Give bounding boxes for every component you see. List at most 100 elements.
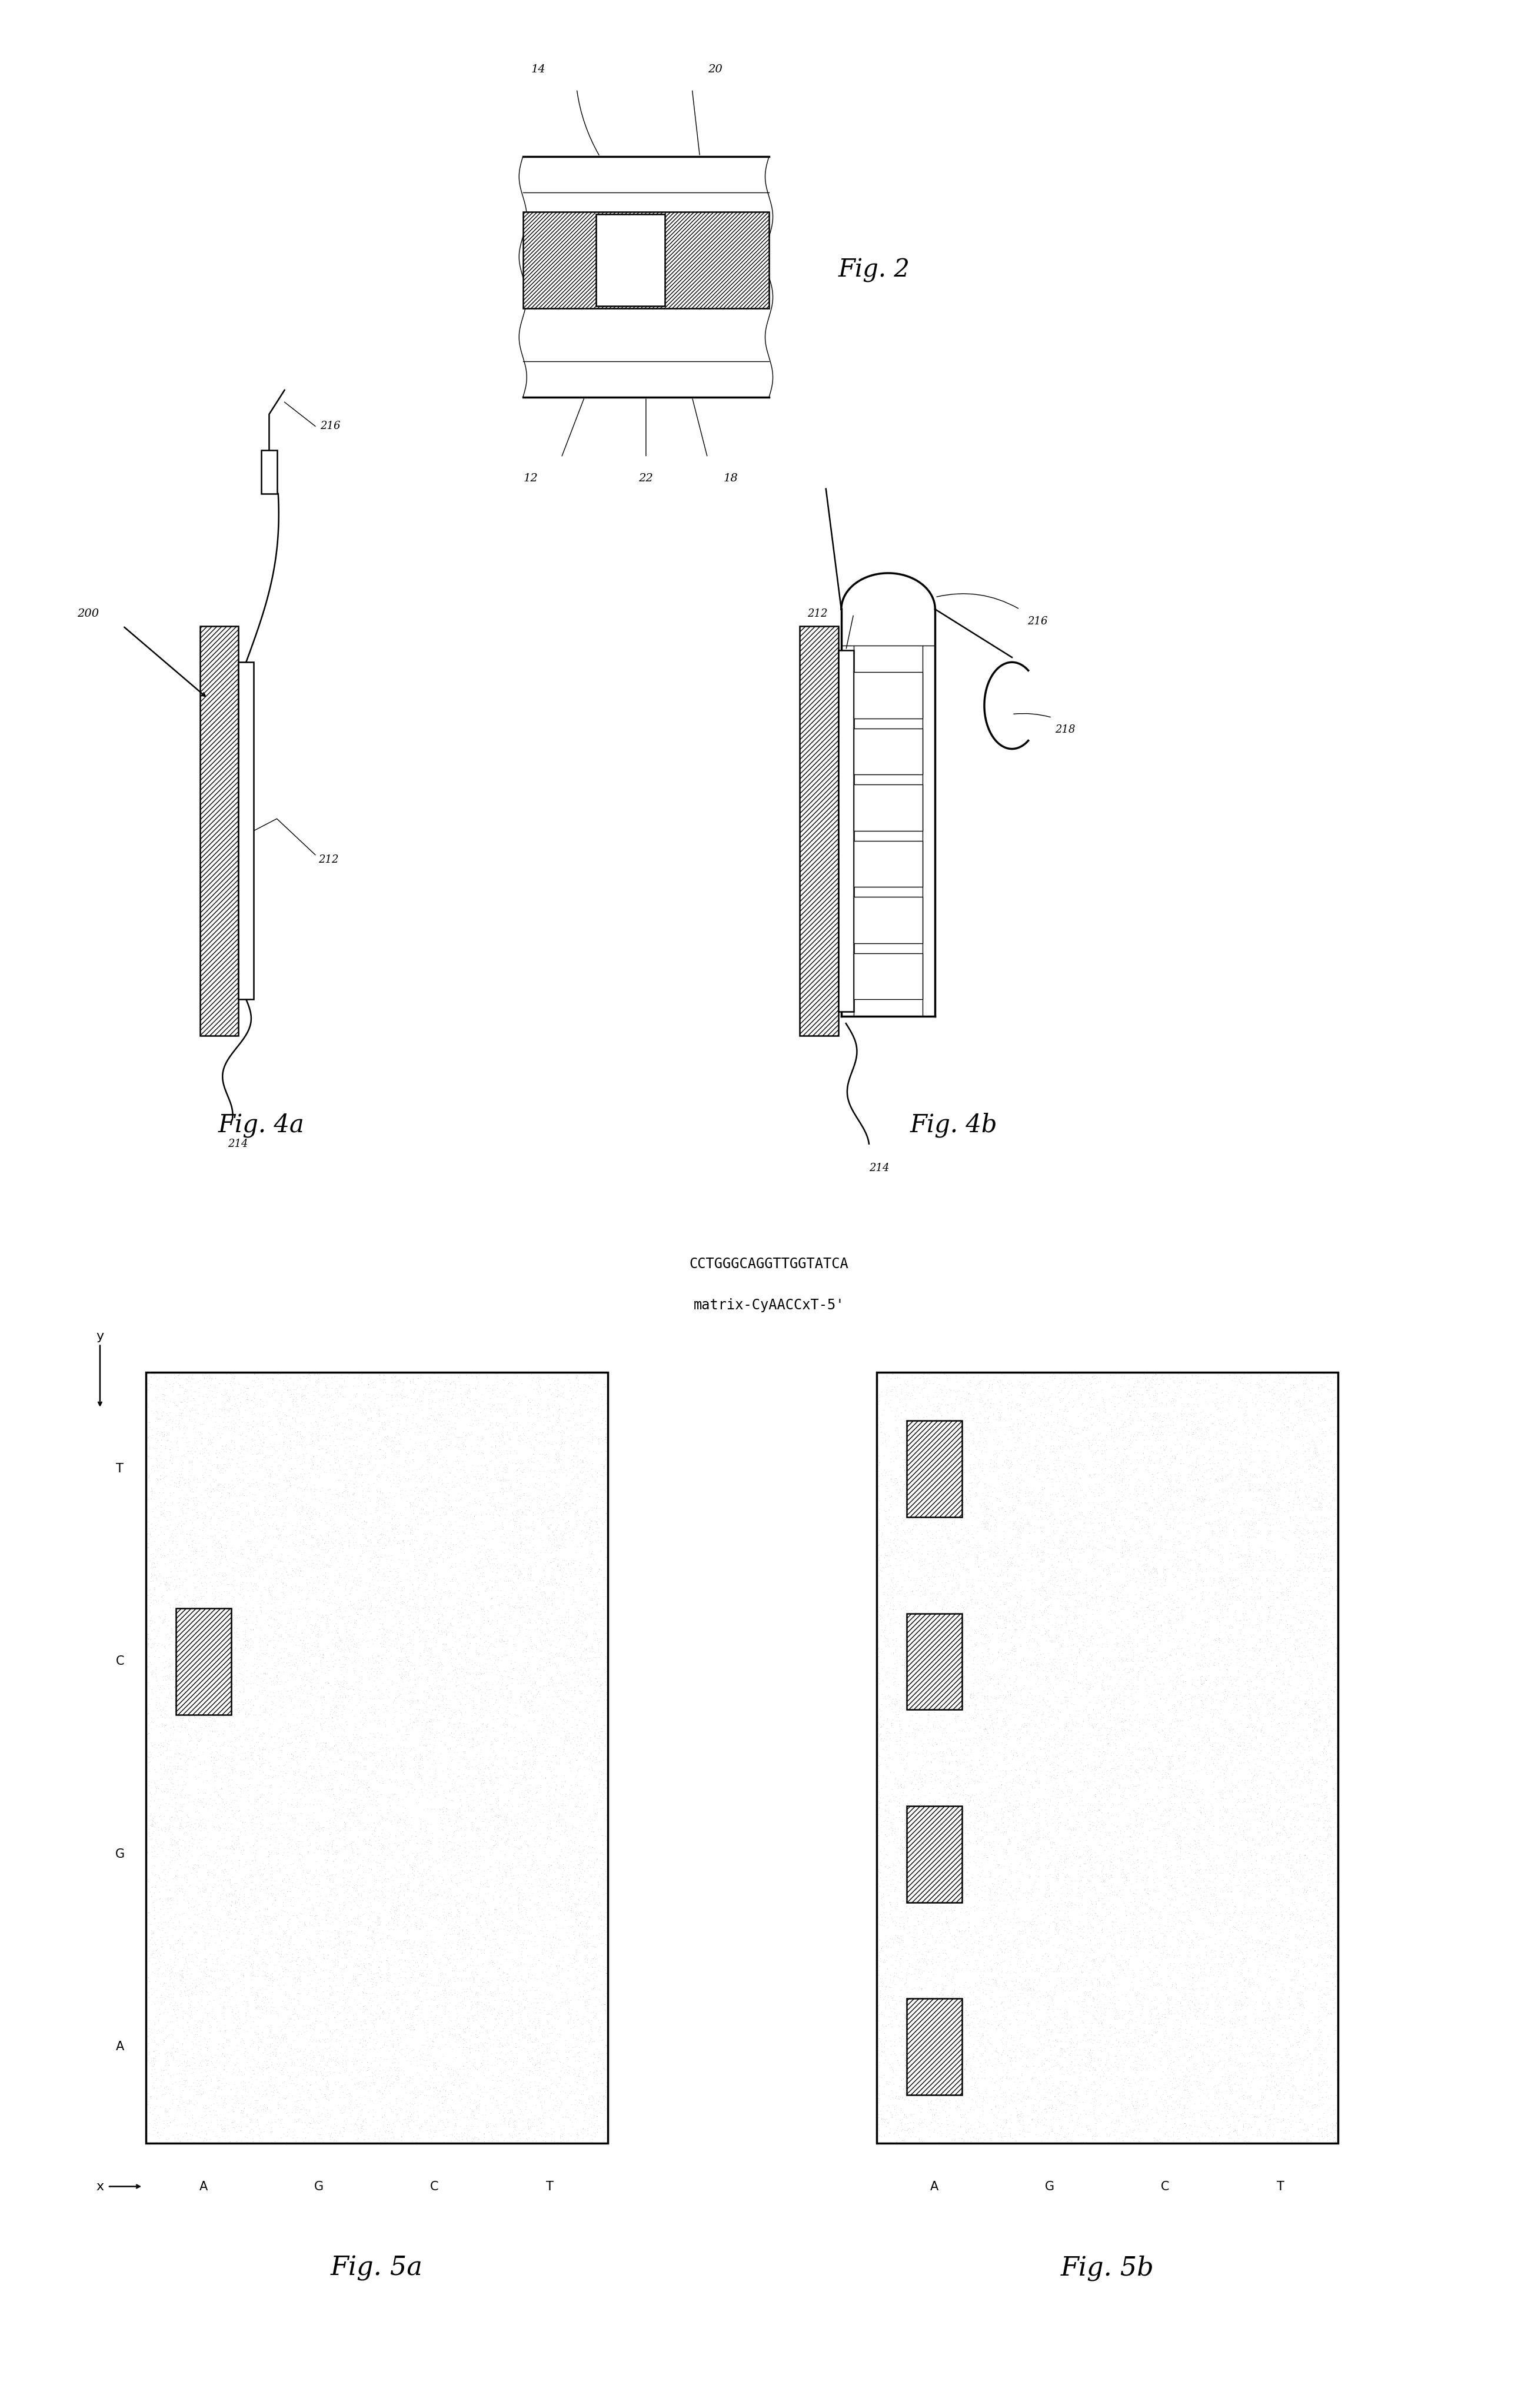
Point <box>1146 1999 1170 2037</box>
Point <box>943 1597 967 1635</box>
Point <box>141 1479 166 1517</box>
Point <box>237 1577 261 1616</box>
Point <box>935 1647 960 1686</box>
Point <box>377 1519 401 1558</box>
Point <box>143 1763 168 1801</box>
Point <box>468 1421 492 1459</box>
Point <box>588 1753 612 1792</box>
Point <box>1152 1452 1177 1491</box>
Point <box>504 1507 529 1546</box>
Point <box>300 1905 325 1943</box>
Point <box>148 1746 172 1784</box>
Point <box>1203 1491 1227 1529</box>
Point <box>177 1558 201 1597</box>
Point <box>983 2085 1007 2124</box>
Point <box>1054 1589 1078 1628</box>
Point <box>1195 1979 1220 2018</box>
Point <box>178 1457 203 1495</box>
Point <box>235 1900 260 1938</box>
Point <box>524 1625 549 1664</box>
Point <box>575 1413 600 1452</box>
Point <box>535 1994 560 2032</box>
Point <box>1087 1731 1112 1770</box>
Point <box>251 2090 275 2129</box>
Point <box>891 1688 915 1727</box>
Point <box>874 1731 898 1770</box>
Point <box>1160 1471 1184 1510</box>
Point <box>209 1517 234 1556</box>
Point <box>275 1604 300 1642</box>
Point <box>1306 1553 1330 1592</box>
Point <box>343 2105 368 2143</box>
Point <box>880 2071 904 2109</box>
Point <box>155 1421 180 1459</box>
Point <box>588 1674 612 1712</box>
Point <box>1050 1466 1075 1505</box>
Point <box>1069 1782 1094 1820</box>
Point <box>972 1999 997 2037</box>
Point <box>223 1466 248 1505</box>
Point <box>517 1714 541 1753</box>
Point <box>289 1389 314 1428</box>
Point <box>1280 2037 1304 2076</box>
Point <box>509 1657 534 1695</box>
Point <box>1224 1640 1249 1678</box>
Point <box>1169 2049 1193 2088</box>
Point <box>1080 1358 1104 1397</box>
Point <box>480 1707 504 1746</box>
Point <box>1281 1895 1306 1934</box>
Point <box>1313 1753 1338 1792</box>
Point <box>240 1717 265 1755</box>
Point <box>305 2109 329 2148</box>
Point <box>1230 1784 1255 1823</box>
Point <box>592 1912 617 1950</box>
Point <box>458 1828 483 1866</box>
Point <box>894 2097 918 2136</box>
Point <box>212 1849 237 1888</box>
Point <box>543 1560 568 1599</box>
Point <box>403 1837 428 1876</box>
Point <box>966 1464 990 1503</box>
Point <box>309 1700 334 1739</box>
Point <box>881 1777 906 1816</box>
Point <box>185 1483 209 1522</box>
Point <box>595 1389 620 1428</box>
Point <box>338 1462 363 1500</box>
Point <box>1041 1736 1066 1775</box>
Point <box>1112 1522 1137 1560</box>
Point <box>325 2040 349 2078</box>
Point <box>424 1401 449 1440</box>
Point <box>1267 1652 1292 1690</box>
Point <box>883 1433 907 1471</box>
Point <box>1077 1454 1101 1493</box>
Point <box>317 1876 341 1914</box>
Point <box>1210 1510 1235 1548</box>
Point <box>1109 2088 1134 2126</box>
Point <box>1252 1411 1277 1450</box>
Point <box>143 1377 168 1416</box>
Point <box>1092 1854 1117 1893</box>
Point <box>394 2085 418 2124</box>
Point <box>381 1869 406 1907</box>
Point <box>512 1758 537 1796</box>
Point <box>506 1840 531 1878</box>
Point <box>292 1469 317 1507</box>
Point <box>143 1772 168 1811</box>
Point <box>431 1890 455 1929</box>
Point <box>574 2088 598 2126</box>
Point <box>943 2083 967 2121</box>
Point <box>1275 1982 1300 2020</box>
Point <box>1307 1842 1332 1881</box>
Point <box>1109 1377 1134 1416</box>
Point <box>546 1486 571 1524</box>
Point <box>960 1580 984 1618</box>
Point <box>1049 1428 1074 1466</box>
Point <box>1010 1830 1035 1869</box>
Point <box>1260 1999 1284 2037</box>
Point <box>494 1406 518 1445</box>
Point <box>508 1987 532 2025</box>
Point <box>298 1674 323 1712</box>
Point <box>1000 1406 1024 1445</box>
Point <box>149 1652 174 1690</box>
Point <box>341 1621 366 1659</box>
